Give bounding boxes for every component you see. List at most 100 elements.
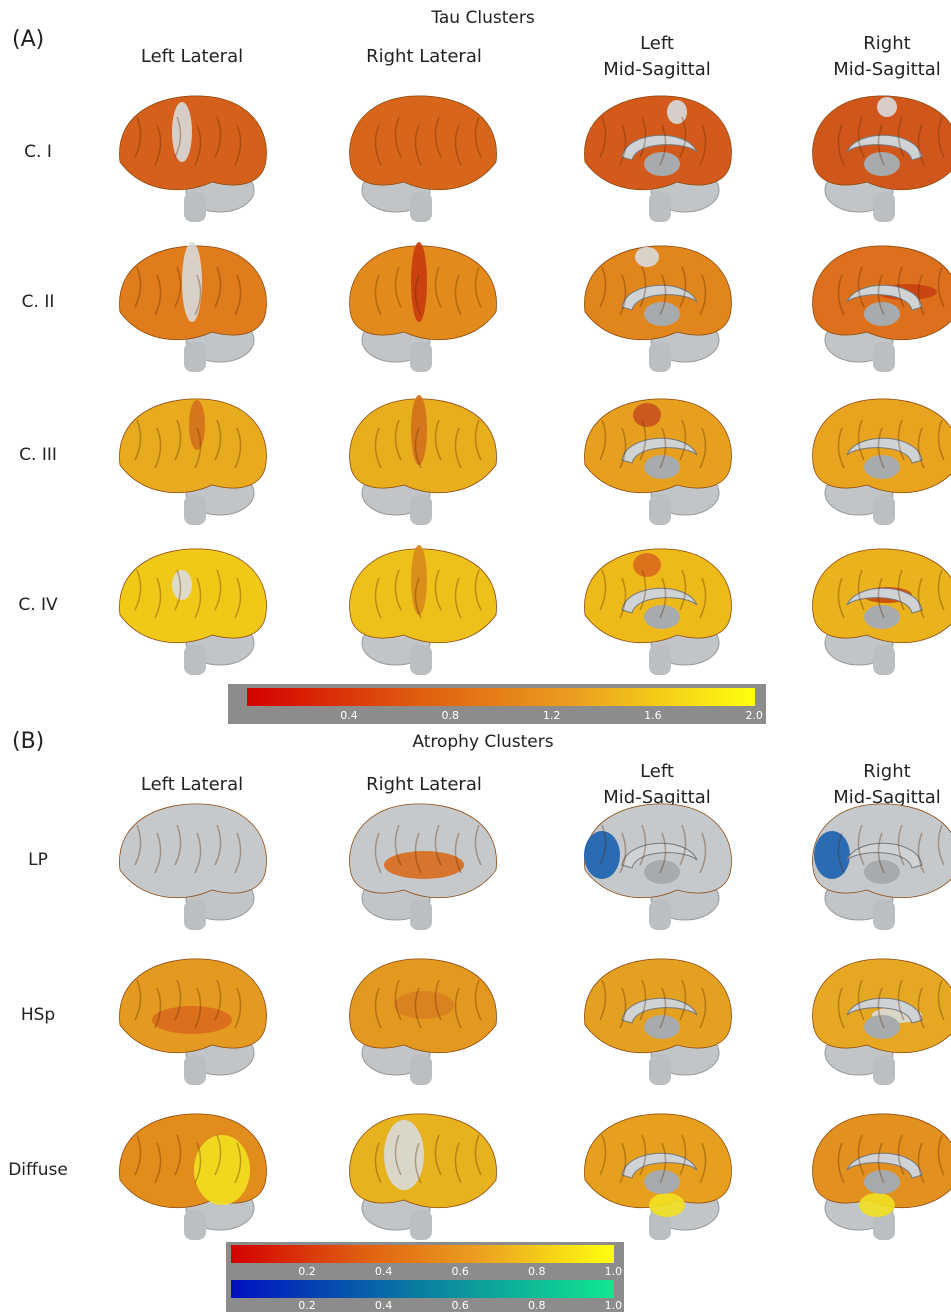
cortex-region [152, 1006, 232, 1034]
corpus-callosum [846, 842, 923, 869]
column-header: Right Lateral [366, 774, 482, 795]
sulcus [154, 274, 162, 316]
corpus-callosum [846, 587, 923, 614]
cortex-region [814, 831, 850, 879]
brain-image [584, 245, 732, 372]
sulcus [837, 427, 845, 469]
sulcus [374, 1142, 382, 1184]
panel-label: (A) [12, 27, 44, 52]
colorbar-tick-label: 2.0 [745, 709, 763, 722]
column-header: Left [640, 761, 674, 782]
row-label: C. IV [18, 595, 58, 615]
brainstem [649, 1210, 671, 1240]
brainstem [184, 192, 206, 222]
sulcus [857, 266, 865, 308]
sulcus [619, 124, 627, 166]
brainstem [410, 1210, 432, 1240]
cortex [119, 548, 267, 644]
sulcus [154, 577, 162, 619]
sulcus [154, 987, 162, 1029]
row-label: HSp [21, 1005, 55, 1025]
sulcus [194, 427, 202, 469]
brain-image [119, 398, 267, 525]
sulcus [877, 274, 885, 316]
sulcus [619, 577, 627, 619]
sulcus [434, 1134, 442, 1176]
sulcus [877, 1142, 885, 1184]
sulcus [699, 274, 707, 316]
midbrain [864, 302, 900, 326]
sulcus [857, 979, 865, 1021]
corpus-callosum [621, 997, 698, 1024]
corpus-callosum [621, 437, 698, 464]
brain-image [119, 958, 267, 1085]
sulcus [699, 1142, 707, 1184]
sulcus [877, 124, 885, 166]
sulcus [414, 577, 422, 619]
sulcus [619, 427, 627, 469]
sulcus [679, 979, 687, 1021]
colorbar-tick-label: 0.8 [442, 709, 460, 722]
colorbar-tick-label: 0.4 [340, 709, 358, 722]
brain-image [349, 803, 497, 930]
sulcus [174, 116, 182, 158]
sulcus [194, 577, 202, 619]
brainstem [649, 192, 671, 222]
brain-image [584, 95, 732, 222]
sulcus [599, 824, 607, 866]
sulcus [639, 116, 647, 158]
brainstem [649, 495, 671, 525]
sulcus [474, 419, 482, 461]
sulcus [917, 427, 925, 469]
cortex-region [877, 97, 897, 117]
brainstem [184, 1055, 206, 1085]
midbrain [864, 152, 900, 176]
sulcus [699, 832, 707, 874]
cortex-region [172, 570, 192, 600]
corpus-callosum [846, 997, 923, 1024]
sulcus [174, 266, 182, 308]
colorbar-tick-label: 0.2 [298, 1299, 316, 1312]
sulcus [174, 569, 182, 611]
sulcus [877, 987, 885, 1029]
corpus-callosum [621, 587, 698, 614]
brain-image [812, 398, 951, 525]
brain-image [119, 242, 267, 372]
sulcus [659, 987, 667, 1029]
sulcus [599, 266, 607, 308]
brain-image [584, 1113, 732, 1240]
sulcus [194, 987, 202, 1029]
panel-title: Tau Clusters [430, 8, 535, 28]
row-label: C. III [19, 445, 57, 465]
sulcus [474, 266, 482, 308]
sulcus [154, 1142, 162, 1184]
midbrain [644, 860, 680, 884]
colorbar-tick-label: 0.4 [375, 1265, 393, 1278]
sulcus [937, 1134, 945, 1176]
row-label: C. I [24, 142, 52, 162]
sulcus [659, 832, 667, 874]
sulcus [434, 266, 442, 308]
sulcus [174, 979, 182, 1021]
brainstem [873, 645, 895, 675]
sulcus [374, 987, 382, 1029]
sulcus [599, 1134, 607, 1176]
sulcus [194, 274, 202, 316]
midbrain [864, 605, 900, 629]
colorbar-tick-label: 0.4 [375, 1299, 393, 1312]
brainstem [410, 495, 432, 525]
corpus-callosum [846, 1152, 923, 1179]
sulcus [214, 116, 222, 158]
brainstem [873, 342, 895, 372]
column-header: Mid-Sagittal [833, 59, 940, 80]
sulcus [917, 577, 925, 619]
sulcus [194, 832, 202, 874]
sulcus [699, 987, 707, 1029]
sulcus [877, 832, 885, 874]
sulcus [214, 569, 222, 611]
sulcus [877, 427, 885, 469]
sulcus [917, 124, 925, 166]
sulcus [234, 274, 242, 316]
brainstem [184, 900, 206, 930]
brainstem [184, 645, 206, 675]
